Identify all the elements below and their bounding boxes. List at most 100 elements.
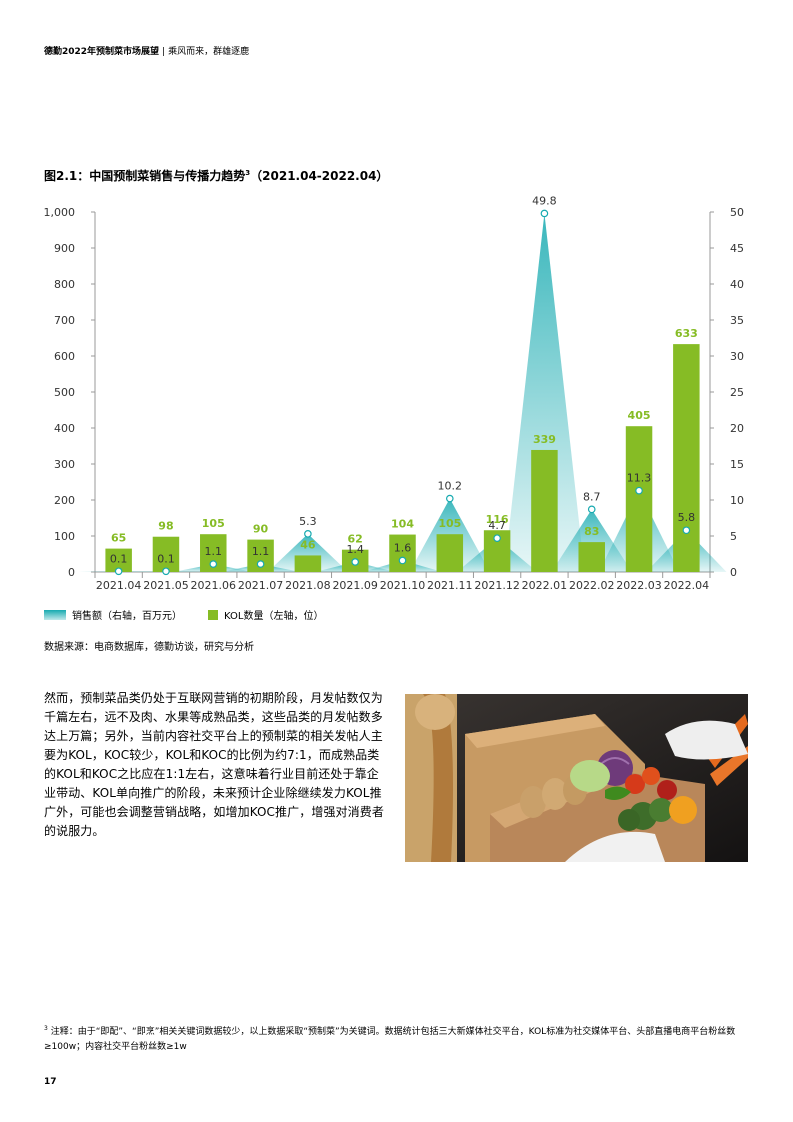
data-source: 数据来源：电商数据库，德勤访谈，研究与分析 [44, 642, 254, 653]
report-title: 德勤2022年预制菜市场展望 [44, 47, 160, 57]
sales-value-label: 0.1 [157, 552, 175, 565]
sales-value-label: 8.7 [583, 490, 601, 503]
footnote-text: 注释：由于“即配”、“即烹”相关关键词数据较少，以上数据采取“预制菜”为关键词。… [44, 1027, 736, 1052]
right-tick-label: 5 [730, 530, 737, 543]
sales-point [114, 567, 123, 576]
sales-point [351, 558, 359, 566]
sales-point [540, 209, 549, 218]
sales-legend-swatch [44, 609, 66, 620]
left-tick-label: 500 [54, 386, 75, 399]
left-tick-label: 1,000 [44, 206, 76, 219]
produce-illustration [405, 694, 748, 862]
sales-value-label: 0.1 [110, 552, 128, 565]
left-tick-label: 100 [54, 530, 75, 543]
sales-value-label: 4.7 [488, 519, 506, 532]
sales-value-label: 49.8 [532, 195, 557, 207]
kol-value-label: 633 [675, 327, 698, 340]
right-tick-label: 40 [730, 278, 744, 291]
kol-value-label: 105 [438, 517, 461, 530]
sales-value-label: 11.3 [627, 472, 652, 485]
x-tick-label: 2021.04 [96, 579, 142, 592]
kol-value-label: 65 [111, 532, 126, 545]
sales-point [256, 560, 265, 568]
figure-date-range: （2021.04-2022.04） [250, 169, 389, 183]
kol-bar [673, 344, 700, 572]
x-tick-label: 2022.02 [569, 579, 615, 592]
kol-bar [294, 555, 322, 572]
sales-point [162, 567, 170, 576]
x-tick-label: 2021.11 [427, 579, 473, 592]
sales-point [635, 486, 643, 495]
sales-kol-chart: 0 100 200 300 400 500 600 700 800 900 1,000 0 5 10 15 2… [44, 195, 745, 592]
right-tick-label: 10 [730, 494, 744, 507]
figure-title: 图2.1：中国预制菜销售与传播力趋势3（2021.04-2022.04） [44, 167, 388, 184]
sales-point [304, 530, 312, 538]
kol-value-label: 104 [391, 518, 414, 531]
x-tick-label: 2021.12 [474, 579, 520, 592]
sales-value-label: 10.2 [438, 480, 463, 493]
sales-point [209, 560, 218, 568]
kol-legend-label: KOL数量（左轴，位） [224, 611, 324, 622]
page-number: 17 [44, 1077, 57, 1087]
kol-bar [105, 548, 132, 572]
kol-value-label: 405 [628, 409, 651, 422]
chart-legend: 销售额（右轴，百万元） KOL数量（左轴，位） [44, 607, 323, 622]
kol-bar [531, 449, 558, 572]
right-tick-label: 35 [730, 314, 744, 327]
sales-value-label: 1.6 [394, 541, 412, 554]
kol-bar [152, 536, 180, 572]
kol-value-label: 116 [486, 513, 509, 526]
sales-value-label: 5.8 [678, 511, 696, 524]
sales-area-peak [267, 533, 349, 572]
left-tick-label: 0 [68, 566, 75, 579]
x-tick-label: 2022.04 [664, 579, 710, 592]
sales-point [446, 494, 454, 503]
x-tick-label: 2022.03 [616, 579, 662, 592]
x-tick-label: 2021.06 [191, 579, 237, 592]
body-paragraph: 然而，预制菜品类仍处于互联网营销的初期阶段，月发帖数仅为千篇左右，远不及肉、水果… [44, 691, 384, 838]
right-tick-label: 15 [730, 458, 744, 471]
right-tick-label: 25 [730, 386, 744, 399]
right-tick-label: 45 [730, 242, 744, 255]
kol-value-label: 46 [300, 538, 316, 551]
left-tick-label: 900 [54, 242, 75, 255]
sales-value-label: 1.1 [252, 545, 270, 558]
sales-area-peak [504, 213, 585, 572]
kol-value-label: 98 [158, 520, 173, 533]
left-tick-label: 200 [54, 494, 75, 507]
sales-point [587, 505, 596, 514]
x-tick-label: 2022.01 [522, 579, 568, 592]
left-tick-label: 300 [54, 458, 75, 471]
kol-value-label: 62 [348, 533, 363, 546]
sales-point [682, 526, 691, 535]
left-tick-label: 400 [54, 422, 75, 435]
figure-title-text: 图2.1：中国预制菜销售与传播力趋势 [44, 169, 246, 183]
left-tick-label: 700 [54, 314, 75, 327]
kol-bar [625, 426, 653, 572]
footnote: 3 注释：由于“即配”、“即烹”相关关键词数据较少，以上数据采取“预制菜”为关键… [44, 1021, 754, 1055]
sales-value-label: 1.4 [346, 543, 364, 556]
kol-value-label: 90 [253, 523, 269, 536]
right-tick-label: 50 [730, 206, 744, 219]
kol-value-label: 105 [202, 517, 225, 530]
kol-value-label: 83 [584, 525, 599, 538]
kol-bar [436, 534, 464, 572]
kol-bar [578, 542, 605, 572]
page-header: 德勤2022年预制菜市场展望 | 乘风而来，群雄逐鹿 [44, 44, 249, 57]
footnote-number: 3 [44, 1025, 48, 1032]
x-tick-label: 2021.09 [332, 579, 378, 592]
left-tick-label: 600 [54, 350, 75, 363]
right-tick-label: 20 [730, 422, 744, 435]
x-tick-label: 2021.05 [143, 579, 189, 592]
report-subtitle: 乘风而来，群雄逐鹿 [168, 47, 250, 57]
x-tick-label: 2021.08 [285, 579, 331, 592]
sales-point [493, 534, 501, 542]
kol-bar [389, 534, 416, 572]
sales-value-label: 5.3 [299, 515, 317, 528]
header-separator: | [162, 47, 166, 57]
x-tick-label: 2021.10 [380, 579, 426, 592]
footnote-mark: 3 [245, 169, 251, 177]
kol-value-label: 339 [533, 433, 556, 446]
right-tick-label: 30 [730, 350, 744, 363]
x-tick-label: 2021.07 [238, 579, 284, 592]
